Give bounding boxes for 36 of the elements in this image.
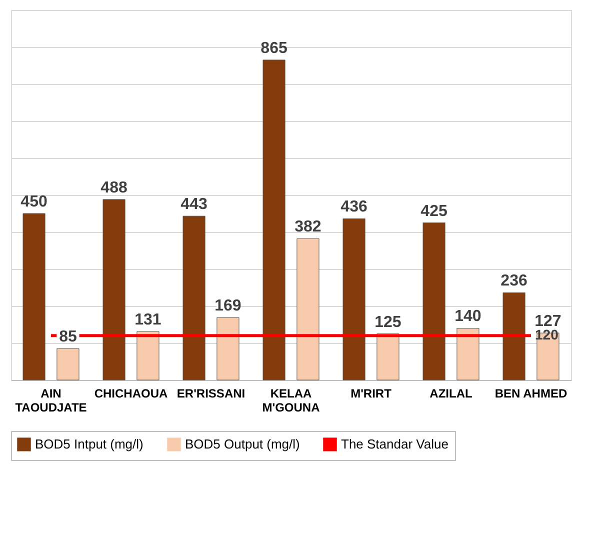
x-tick-label: BEN AHMED (494, 386, 568, 400)
legend-label: BOD5 Output (mg/l) (185, 436, 300, 452)
data-label: 125 (374, 314, 402, 331)
data-label: 382 (294, 218, 322, 236)
data-label: 450 (20, 194, 48, 210)
bar (456, 328, 480, 380)
x-tick-label: ER'RISSANI (176, 386, 246, 400)
bar (22, 213, 46, 380)
x-tick-label: AIN TAOUDJATE (15, 386, 87, 414)
data-label: 85 (59, 328, 77, 346)
data-label: 865 (260, 40, 288, 57)
data-label: 425 (420, 202, 448, 220)
data-label: 443 (180, 196, 208, 214)
bar (262, 60, 286, 380)
bar (502, 292, 526, 380)
x-tick-label: AZILAL (430, 386, 472, 400)
bar (216, 317, 240, 380)
data-label: 236 (500, 272, 528, 290)
bar (182, 216, 206, 380)
legend-label: The Standar Value (341, 436, 448, 452)
bar (376, 334, 400, 380)
data-label: 436 (340, 198, 368, 216)
x-tick-label: CHICHAOUA (94, 386, 168, 400)
x-tick-label: KELAA M'GOUNA (262, 386, 320, 414)
data-label: 488 (100, 179, 128, 196)
bar (296, 238, 320, 380)
legend-label: BOD5 Intput (mg/l) (35, 436, 144, 452)
bar (102, 199, 126, 380)
x-tick-label: M'RIRT (350, 386, 392, 400)
bar (342, 218, 366, 380)
bar (422, 222, 446, 380)
bar (136, 331, 160, 380)
data-label: 169 (214, 297, 242, 314)
data-label: 131 (134, 312, 162, 329)
bar (56, 348, 80, 380)
data-label: 140 (454, 308, 482, 326)
